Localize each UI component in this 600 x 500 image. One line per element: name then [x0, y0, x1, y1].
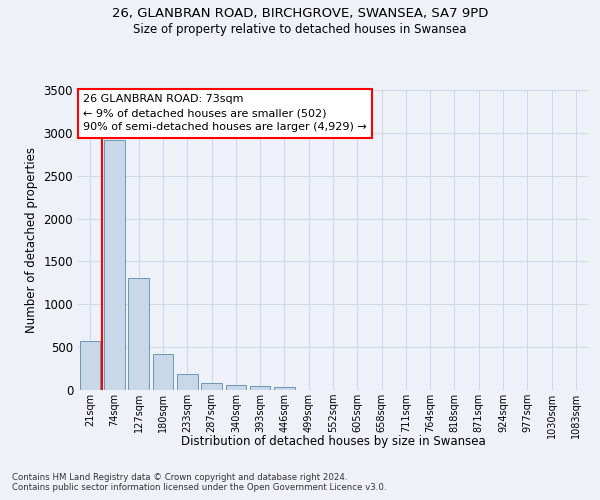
Y-axis label: Number of detached properties: Number of detached properties	[25, 147, 38, 333]
Bar	[274, 387, 295, 390]
Text: Contains public sector information licensed under the Open Government Licence v3: Contains public sector information licen…	[12, 484, 386, 492]
Text: 26 GLANBRAN ROAD: 73sqm
← 9% of detached houses are smaller (502)
90% of semi-de: 26 GLANBRAN ROAD: 73sqm ← 9% of detached…	[83, 94, 367, 132]
Text: Contains HM Land Registry data © Crown copyright and database right 2024.: Contains HM Land Registry data © Crown c…	[12, 472, 347, 482]
Bar	[104, 140, 125, 390]
Bar	[128, 278, 149, 390]
Text: Distribution of detached houses by size in Swansea: Distribution of detached houses by size …	[181, 435, 485, 448]
Bar	[152, 354, 173, 390]
Text: Size of property relative to detached houses in Swansea: Size of property relative to detached ho…	[133, 22, 467, 36]
Bar	[201, 383, 222, 390]
Bar	[80, 341, 100, 390]
Bar	[177, 374, 197, 390]
Bar	[250, 386, 271, 390]
Text: 26, GLANBRAN ROAD, BIRCHGROVE, SWANSEA, SA7 9PD: 26, GLANBRAN ROAD, BIRCHGROVE, SWANSEA, …	[112, 8, 488, 20]
Bar	[226, 386, 246, 390]
